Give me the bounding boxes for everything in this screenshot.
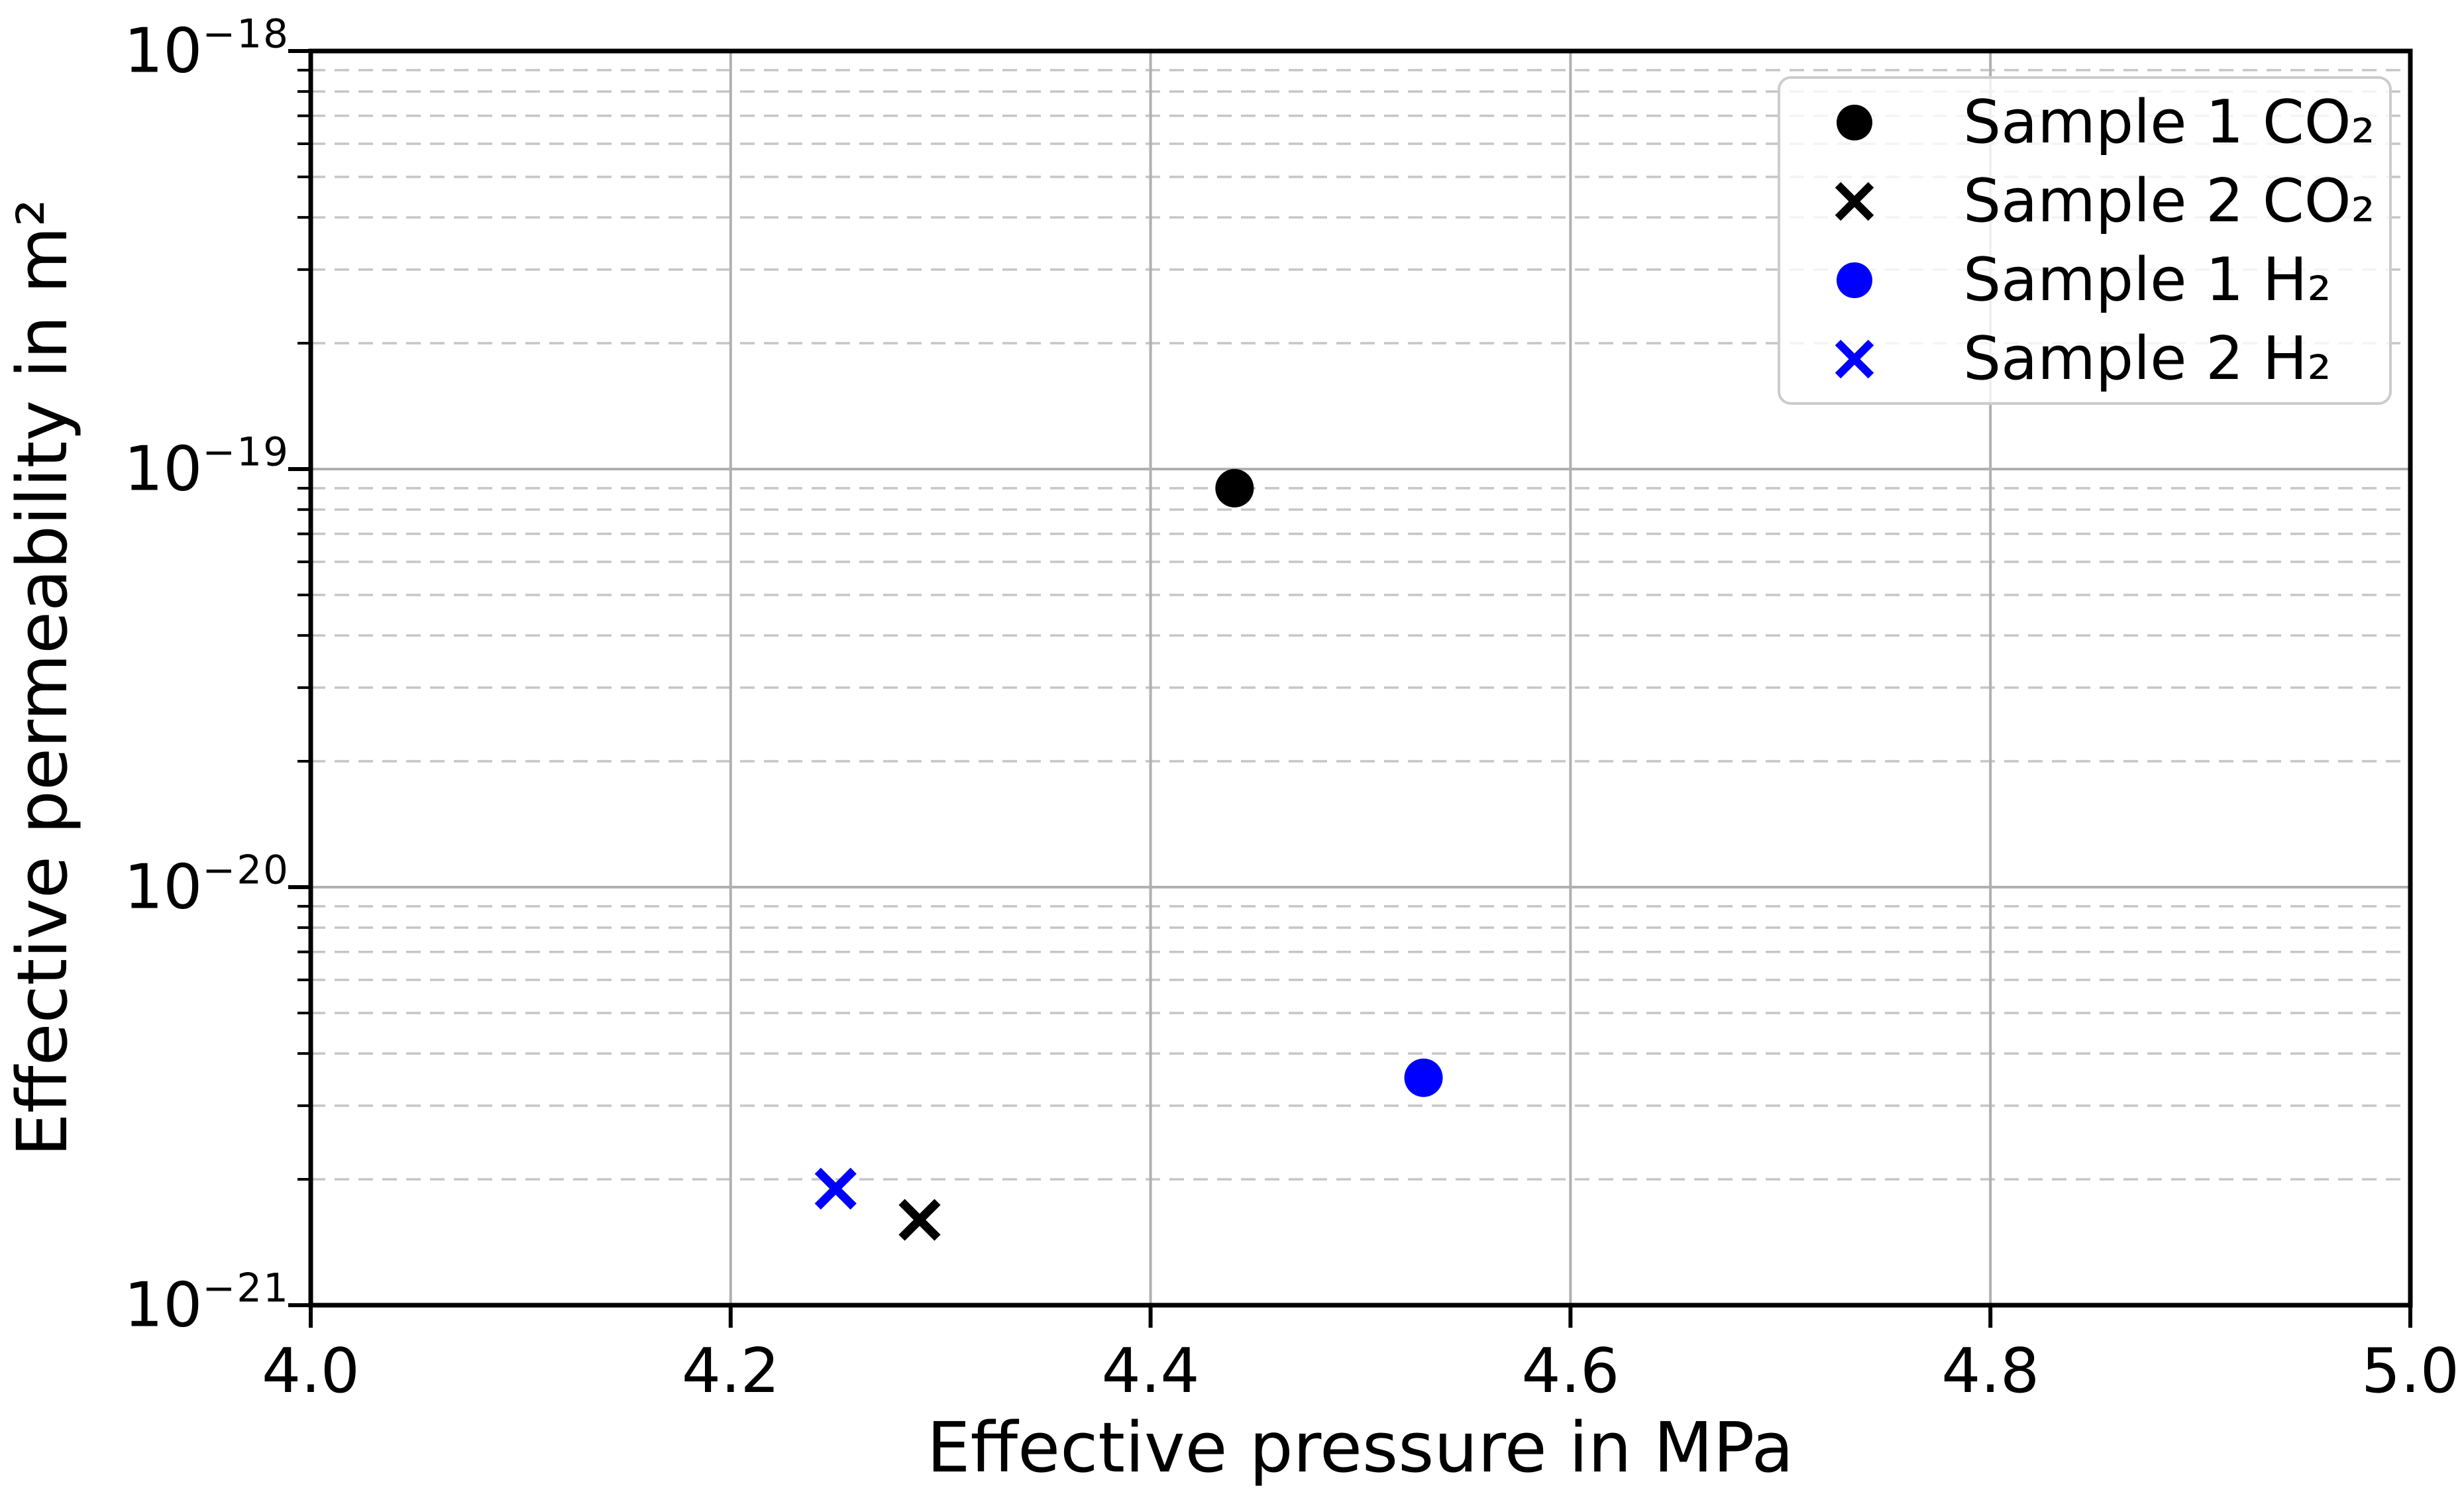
x-tick-label: 4.0 [262, 1335, 360, 1407]
legend-x-marker-icon [1780, 180, 1929, 223]
data-point-series-1 [1215, 468, 1254, 508]
y-tick-label: 10−21 [124, 1265, 290, 1341]
x-tick-label: 5.0 [2361, 1335, 2459, 1407]
legend-label: Sample 1 H₂ [1963, 244, 2331, 315]
legend: Sample 1 CO₂ Sample 2 CO₂ Sample 1 H₂ Sampl… [1778, 76, 2392, 405]
legend-x-marker-icon [1780, 338, 1929, 380]
legend-label: Sample 2 CO₂ [1963, 166, 2375, 236]
x-tick-label: 4.4 [1101, 1335, 1200, 1407]
legend-circle-marker-icon [1780, 259, 1929, 301]
legend-label: Sample 1 CO₂ [1963, 87, 2375, 157]
legend-item-1: Sample 1 CO₂ [1780, 86, 2389, 159]
data-point-series-3 [1404, 1058, 1443, 1097]
legend-item-3: Sample 1 H₂ [1780, 244, 2389, 317]
y-tick-label: 10−20 [124, 847, 290, 923]
legend-label: Sample 2 H₂ [1963, 323, 2331, 394]
data-point-series-2 [898, 1199, 941, 1241]
legend-item-4: Sample 2 H₂ [1780, 323, 2389, 396]
y-tick-label: 10−19 [124, 429, 290, 505]
legend-item-2: Sample 2 CO₂ [1780, 165, 2389, 238]
x-tick-label: 4.6 [1521, 1335, 1620, 1407]
y-tick-label: 10−18 [124, 11, 290, 87]
x-tick-label: 4.2 [681, 1335, 780, 1407]
x-tick-label: 4.8 [1941, 1335, 2040, 1407]
data-point-series-4 [814, 1167, 857, 1210]
x-axis-label: Effective pressure in MPa [926, 1407, 1794, 1488]
axes-spines [308, 48, 2413, 1308]
legend-circle-marker-icon [1780, 101, 1929, 144]
y-axis-label: Effective permeability in m² [2, 199, 83, 1157]
